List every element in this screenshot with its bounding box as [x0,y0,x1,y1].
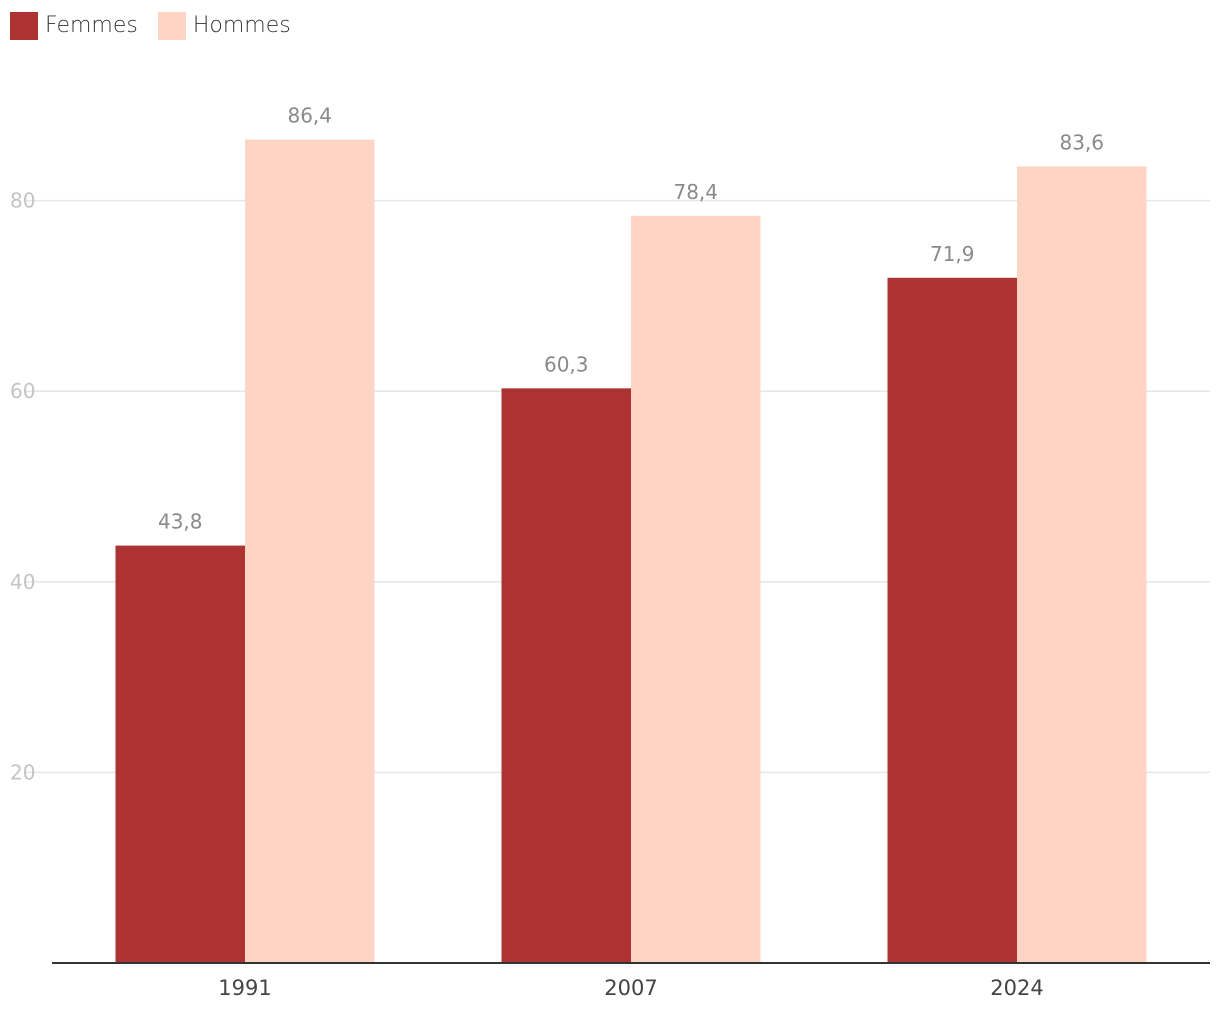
x-category-label-1991: 1991 [218,976,271,1000]
legend-swatch-femmes [10,12,38,40]
data-label-hommes-1991: 86,4 [287,104,332,128]
bar-femmes-2007 [501,388,631,963]
y-tick-label-80: 80 [10,189,35,213]
legend-swatch-hommes [157,12,186,40]
legend-item-femmes: Femmes [10,12,138,40]
y-tick-label-40: 40 [10,570,35,594]
bar-hommes-1991 [245,139,375,963]
data-label-femmes-2007: 60,3 [544,352,589,376]
legend-label-hommes: Hommes [192,13,291,38]
bar-hommes-2007 [631,215,761,963]
data-label-hommes-2007: 78,4 [673,180,718,204]
legend-label-femmes: Femmes [45,13,138,38]
y-tick-label-20: 20 [10,760,35,784]
x-category-label-2024: 2024 [990,976,1043,1000]
y-axis-tick-labels: 20 40 60 80 [10,189,35,785]
x-axis-category-labels: 1991 2007 2024 [218,976,1043,1000]
legend-item-hommes: Hommes [157,12,291,40]
bar-hommes-2024 [1017,166,1147,964]
data-label-femmes-1991: 43,8 [158,510,203,534]
chart-legend: Femmes Hommes [10,12,311,40]
y-tick-label-60: 60 [10,379,35,403]
data-label-hommes-2024: 83,6 [1059,130,1104,154]
data-label-femmes-2024: 71,9 [930,242,975,266]
bar-femmes-2024 [887,277,1017,964]
x-category-label-2007: 2007 [604,976,657,1000]
bar-femmes-1991 [115,545,245,963]
data-labels: 43,8 86,4 60,3 78,4 71,9 83,6 [158,104,1104,534]
bars [115,139,1147,964]
